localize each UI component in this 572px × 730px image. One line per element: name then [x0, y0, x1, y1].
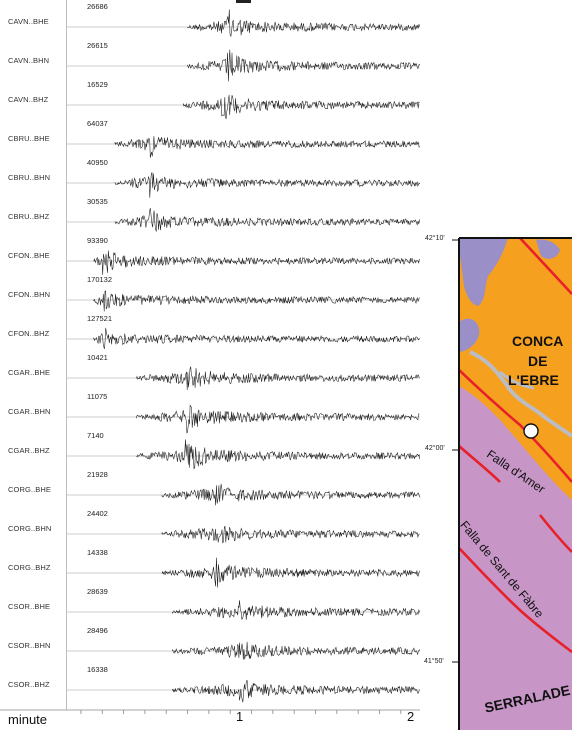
amplitude-label: 170132: [87, 275, 113, 284]
map-fault-3: [459, 445, 501, 483]
seismogram-trace: [93, 290, 420, 312]
trace-row: CFON..BHE 93390: [0, 234, 572, 273]
amplitude-label: 21928: [87, 470, 108, 479]
station-label: CBRU..BHE: [8, 134, 50, 143]
amplitude-label: 26615: [87, 41, 108, 50]
basin-label-line2: DE: [528, 353, 548, 369]
trace-row: CAVN..BHN 26615: [0, 39, 572, 78]
map-lake-3: [536, 239, 560, 259]
seismogram-trace: [172, 641, 421, 660]
map-lake-1: [459, 238, 508, 306]
map-basin-area: [459, 238, 572, 500]
station-label: CGAR..BHZ: [8, 446, 50, 455]
top-scale-mark: [236, 0, 251, 3]
trace-row: CORG..BHE 21928: [0, 468, 572, 507]
station-label: CORG..BHE: [8, 485, 51, 494]
trace-row: CBRU..BHZ 30535: [0, 195, 572, 234]
amplitude-label: 24402: [87, 509, 108, 518]
latitude-label-bottom: 41°50': [424, 658, 444, 665]
seismogram-trace: [93, 327, 420, 349]
map-channel: [469, 350, 572, 438]
amplitude-label: 64037: [87, 119, 108, 128]
trace-row: CAVN..BHZ 16529: [0, 78, 572, 117]
amplitude-label: 16338: [87, 665, 108, 674]
seismogram-trace: [161, 525, 420, 544]
map-fault-4: [459, 547, 572, 654]
trace-row: CFON..BHN 170132: [0, 273, 572, 312]
amplitude-label: 40950: [87, 158, 108, 167]
seismogram-trace: [93, 250, 420, 275]
station-label: CSOR..BHZ: [8, 680, 50, 689]
axis-tick-label-2: 2: [407, 709, 415, 724]
trace-row: CSOR..BHE 28639: [0, 585, 572, 624]
latitude-label-top: 42°10': [425, 235, 445, 242]
seismogram-trace: [161, 557, 420, 588]
station-label-column: [0, 0, 67, 710]
map-fault-5: [538, 514, 572, 553]
trace-row: CORG..BHZ 14338: [0, 546, 572, 585]
basin-label-line1: CONCA: [512, 333, 564, 349]
seismogram-trace: [136, 366, 420, 390]
trace-row: CGAR..BHE 10421: [0, 351, 572, 390]
map-lake-2: [459, 318, 480, 352]
axis-tick-label-1: 1: [236, 709, 244, 724]
seismogram-trace: [161, 483, 421, 506]
trace-row: CSOR..BHN 28496: [0, 624, 572, 663]
station-label: CORG..BHZ: [8, 563, 51, 572]
axis-label: minute: [8, 712, 48, 727]
amplitude-label: 28496: [87, 626, 108, 635]
seismogram-trace: [136, 439, 421, 470]
seismogram-trace: [114, 172, 421, 198]
trace-row: CBRU..BHN 40950: [0, 156, 572, 195]
amplitude-label: 14338: [87, 548, 108, 557]
station-label: CAVN..BHE: [8, 17, 49, 26]
seismogram-trace: [187, 49, 421, 82]
seismogram-trace: [114, 136, 420, 158]
trace-row: CFON..BHZ 127521: [0, 312, 572, 351]
trace-row: CBRU..BHE 64037: [0, 117, 572, 156]
trace-row: CGAR..BHN 11075: [0, 390, 572, 429]
trace-row: CORG..BHN 24402: [0, 507, 572, 546]
trace-row: CGAR..BHZ 7140: [0, 429, 572, 468]
station-label: CBRU..BHZ: [8, 212, 50, 221]
amplitude-label: 127521: [87, 314, 113, 323]
map-fault-1: [519, 238, 572, 295]
amplitude-label: 7140: [87, 431, 104, 440]
station-label: CFON..BHE: [8, 251, 50, 260]
amplitude-label: 28639: [87, 587, 108, 596]
amplitude-label: 16529: [87, 80, 108, 89]
seismogram-trace: [172, 600, 420, 620]
latitude-label-middle: 42°00': [425, 445, 445, 452]
basin-label-line3: L'EBRE: [508, 372, 559, 388]
epicenter-marker: [523, 423, 539, 439]
station-label: CGAR..BHN: [8, 407, 51, 416]
amplitude-label: 93390: [87, 236, 108, 245]
seismogram-trace: [187, 9, 420, 38]
seismogram-trace: [114, 208, 420, 232]
station-label: CSOR..BHE: [8, 602, 51, 611]
station-label: CSOR..BHN: [8, 641, 51, 650]
trace-row: CSOR..BHZ 16338: [0, 663, 572, 702]
station-label: CFON..BHN: [8, 290, 51, 299]
map-channel-2: [499, 370, 535, 390]
station-label: CORG..BHN: [8, 524, 52, 533]
station-label: CAVN..BHN: [8, 56, 50, 65]
trace-row: CAVN..BHE 26686: [0, 0, 572, 39]
amplitude-label: 10421: [87, 353, 108, 362]
station-label: CFON..BHZ: [8, 329, 50, 338]
seismogram-trace: [183, 94, 420, 119]
amplitude-label: 11075: [87, 392, 108, 401]
map-fault-2: [459, 369, 572, 483]
seismogram-trace: [172, 680, 420, 703]
station-label: CGAR..BHE: [8, 368, 51, 377]
seismogram-trace: [136, 404, 420, 434]
station-label: CAVN..BHZ: [8, 95, 49, 104]
amplitude-label: 26686: [87, 2, 108, 11]
amplitude-label: 30535: [87, 197, 108, 206]
station-label: CBRU..BHN: [8, 173, 51, 182]
